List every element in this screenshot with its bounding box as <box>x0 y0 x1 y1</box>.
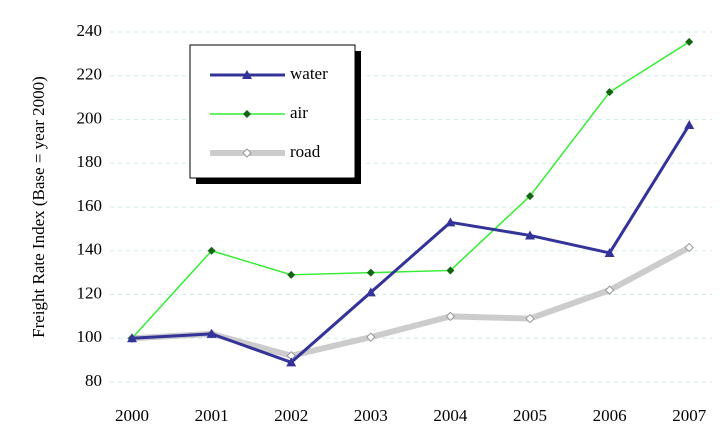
marker <box>684 119 695 129</box>
marker <box>445 311 456 322</box>
marker <box>127 333 137 343</box>
marker <box>286 357 297 367</box>
marker <box>446 266 455 275</box>
marker <box>242 70 252 79</box>
x-tick-label: 2002 <box>274 406 308 425</box>
y-tick-label: 180 <box>77 152 103 171</box>
x-tick-label: 2007 <box>672 406 707 425</box>
series-line <box>131 41 690 339</box>
legend: water air road <box>189 44 361 184</box>
marker <box>604 247 615 257</box>
marker <box>685 37 694 46</box>
marker <box>243 110 251 118</box>
x-tick-label: 2003 <box>354 406 388 425</box>
marker <box>526 192 534 201</box>
y-tick-label: 220 <box>77 65 103 84</box>
marker <box>365 287 376 297</box>
marker <box>445 217 456 227</box>
marker <box>604 285 615 295</box>
legend-box <box>189 44 356 179</box>
x-tick-label: 2005 <box>513 406 547 425</box>
marker <box>207 246 216 255</box>
y-tick-label: 160 <box>77 196 103 215</box>
x-tick-label: 2006 <box>593 406 627 425</box>
marker <box>206 328 217 338</box>
y-tick-label: 200 <box>77 108 103 127</box>
x-tick-label: 2004 <box>433 406 468 425</box>
marker <box>287 270 296 279</box>
marker <box>242 148 252 158</box>
marker <box>525 230 535 240</box>
x-tick-label: 2000 <box>115 406 149 425</box>
legend-label: water <box>290 64 328 83</box>
series-line <box>131 124 691 364</box>
y-axis-label: Freight Rate Index (Base = year 2000) <box>29 76 48 338</box>
marker <box>605 88 614 97</box>
y-tick-label: 140 <box>77 240 103 259</box>
y-tick-label: 240 <box>77 21 103 40</box>
y-tick-label: 100 <box>77 327 103 346</box>
marker <box>525 313 535 324</box>
legend-label: air <box>290 103 308 122</box>
marker <box>366 268 375 277</box>
y-tick-label: 120 <box>77 283 103 302</box>
marker <box>684 242 694 253</box>
y-tick-label: 80 <box>85 371 102 390</box>
legend-label: road <box>290 142 321 161</box>
marker <box>366 332 376 342</box>
series-line <box>131 244 691 359</box>
x-tick-label: 2001 <box>195 406 229 425</box>
